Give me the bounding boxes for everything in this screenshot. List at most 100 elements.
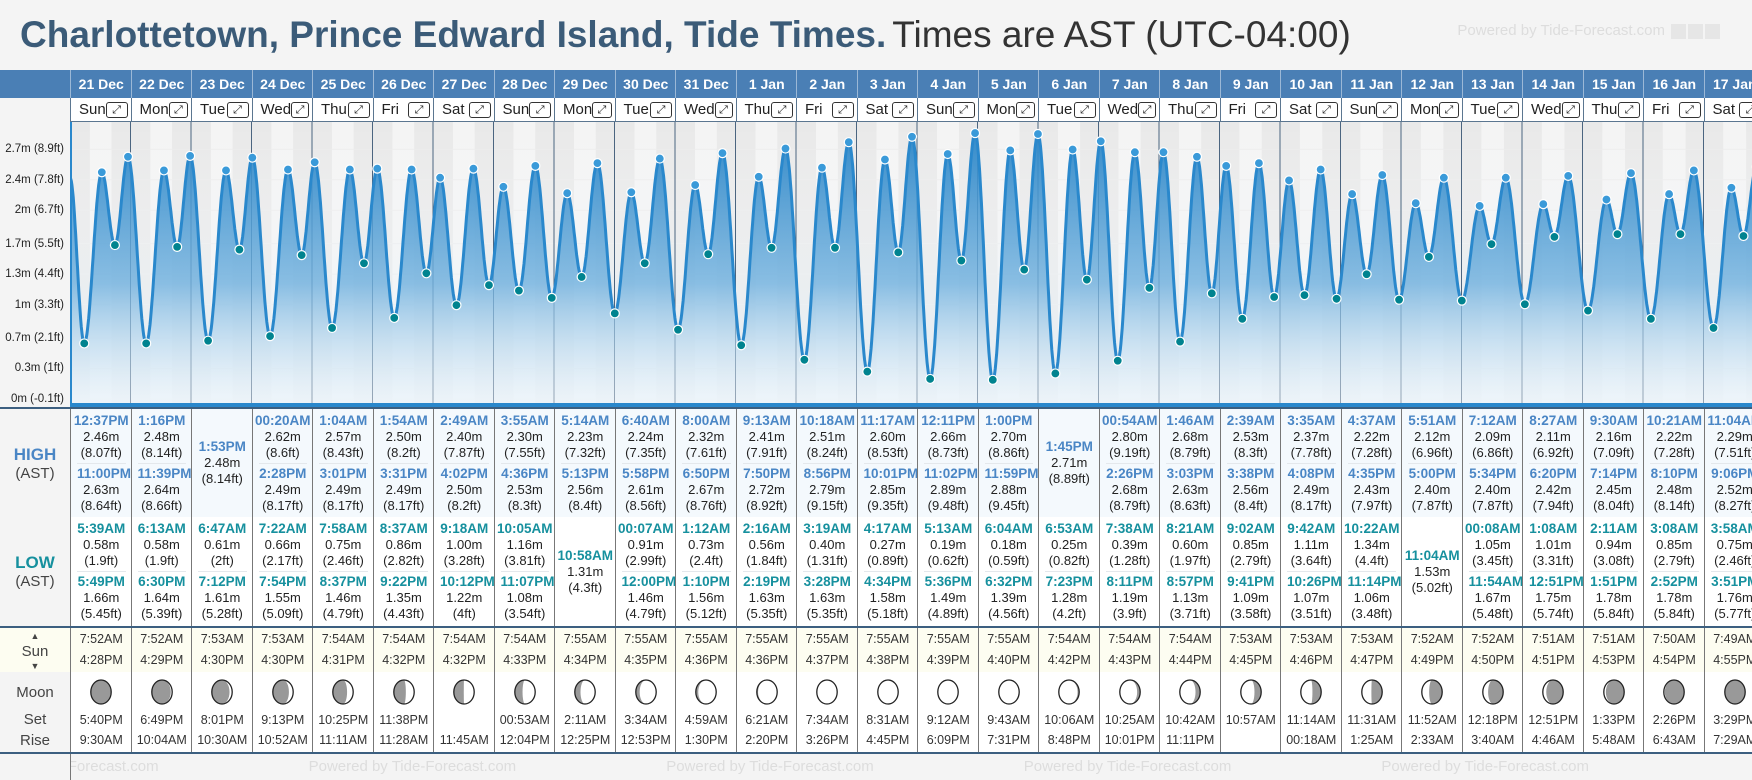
high-tide-point[interactable] bbox=[1563, 170, 1574, 181]
high-tide-point[interactable] bbox=[1315, 164, 1326, 175]
expand-day-button[interactable]: ⤢ bbox=[1138, 101, 1156, 118]
low-tide-point[interactable] bbox=[1361, 269, 1372, 280]
high-tide-point[interactable] bbox=[1067, 144, 1078, 155]
low-tide-point[interactable] bbox=[264, 331, 276, 342]
expand-day-button[interactable]: ⤢ bbox=[529, 101, 551, 118]
low-tide-point[interactable] bbox=[451, 300, 462, 311]
expand-day-button[interactable]: ⤢ bbox=[347, 101, 370, 118]
high-tide-point[interactable] bbox=[158, 165, 170, 176]
high-tide-point[interactable] bbox=[879, 154, 891, 165]
expand-day-button[interactable]: ⤢ bbox=[831, 101, 854, 118]
high-tide-point[interactable] bbox=[247, 152, 258, 163]
high-tide-point[interactable] bbox=[1129, 147, 1140, 158]
expand-day-button[interactable]: ⤢ bbox=[1561, 101, 1580, 118]
high-tide-point[interactable] bbox=[1032, 128, 1044, 140]
high-tide-point[interactable] bbox=[1601, 194, 1612, 205]
high-tide-point[interactable] bbox=[1095, 136, 1106, 147]
expand-day-button[interactable]: ⤢ bbox=[650, 101, 672, 118]
low-tide-point[interactable] bbox=[799, 354, 810, 365]
low-tide-point[interactable] bbox=[172, 241, 183, 252]
expand-day-button[interactable]: ⤢ bbox=[1739, 101, 1752, 118]
low-tide-point[interactable] bbox=[1393, 294, 1405, 305]
low-tide-point[interactable] bbox=[1331, 293, 1342, 304]
expand-day-button[interactable]: ⤢ bbox=[771, 101, 793, 118]
low-tide-point[interactable] bbox=[1050, 368, 1061, 379]
high-tide-point[interactable] bbox=[1347, 188, 1358, 200]
low-tide-point[interactable] bbox=[1237, 313, 1248, 324]
low-tide-point[interactable] bbox=[296, 249, 307, 261]
expand-day-button[interactable]: ⤢ bbox=[408, 101, 430, 118]
low-tide-point[interactable] bbox=[79, 338, 90, 349]
high-tide-point[interactable] bbox=[906, 131, 918, 142]
high-tide-point[interactable] bbox=[372, 163, 383, 174]
expand-day-button[interactable]: ⤢ bbox=[1255, 101, 1277, 118]
low-tide-point[interactable] bbox=[1645, 313, 1656, 324]
expand-day-button[interactable]: ⤢ bbox=[468, 101, 491, 118]
expand-day-button[interactable]: ⤢ bbox=[892, 101, 914, 118]
high-tide-point[interactable] bbox=[498, 181, 509, 192]
expand-day-button[interactable]: ⤢ bbox=[1015, 101, 1035, 118]
low-tide-point[interactable] bbox=[1423, 251, 1434, 263]
expand-day-button[interactable]: ⤢ bbox=[1497, 101, 1519, 118]
low-tide-point[interactable] bbox=[1738, 230, 1749, 242]
high-tide-point[interactable] bbox=[309, 157, 320, 168]
high-tide-point[interactable] bbox=[1726, 182, 1737, 193]
high-tide-point[interactable] bbox=[1688, 165, 1699, 176]
high-tide-point[interactable] bbox=[1253, 158, 1265, 169]
low-tide-point[interactable] bbox=[1549, 231, 1560, 242]
low-tide-point[interactable] bbox=[202, 335, 214, 346]
low-tide-point[interactable] bbox=[576, 271, 587, 283]
low-tide-point[interactable] bbox=[987, 374, 998, 385]
low-tide-point[interactable] bbox=[1299, 290, 1310, 301]
high-tide-point[interactable] bbox=[1663, 188, 1675, 200]
low-tide-point[interactable] bbox=[1269, 291, 1280, 303]
low-tide-point[interactable] bbox=[1519, 299, 1530, 310]
high-tide-point[interactable] bbox=[96, 167, 107, 178]
high-tide-point[interactable] bbox=[1538, 199, 1549, 210]
low-tide-point[interactable] bbox=[1206, 288, 1217, 299]
low-tide-point[interactable] bbox=[1174, 336, 1186, 347]
low-tide-point[interactable] bbox=[766, 242, 777, 253]
low-tide-point[interactable] bbox=[1019, 264, 1030, 275]
low-tide-point[interactable] bbox=[109, 239, 121, 251]
high-tide-point[interactable] bbox=[942, 148, 953, 160]
high-tide-point[interactable] bbox=[592, 158, 603, 169]
low-tide-point[interactable] bbox=[1675, 229, 1686, 240]
high-tide-point[interactable] bbox=[780, 143, 791, 154]
high-tide-point[interactable] bbox=[220, 165, 232, 176]
low-tide-point[interactable] bbox=[513, 285, 525, 296]
low-tide-point[interactable] bbox=[925, 373, 936, 385]
high-tide-point[interactable] bbox=[843, 137, 854, 148]
low-tide-point[interactable] bbox=[956, 255, 967, 266]
low-tide-point[interactable] bbox=[234, 244, 245, 255]
expand-day-button[interactable]: ⤢ bbox=[1194, 101, 1217, 118]
expand-day-button[interactable]: ⤢ bbox=[714, 101, 733, 118]
high-tide-point[interactable] bbox=[717, 148, 728, 159]
high-tide-point[interactable] bbox=[1221, 160, 1232, 171]
high-tide-point[interactable] bbox=[435, 172, 446, 183]
high-tide-point[interactable] bbox=[1005, 145, 1016, 156]
high-tide-point[interactable] bbox=[690, 179, 701, 191]
expand-day-button[interactable]: ⤢ bbox=[1376, 101, 1398, 118]
high-tide-point[interactable] bbox=[1158, 147, 1169, 158]
high-tide-point[interactable] bbox=[1410, 198, 1421, 209]
low-tide-point[interactable] bbox=[672, 324, 684, 335]
low-tide-point[interactable] bbox=[421, 268, 432, 279]
expand-day-button[interactable]: ⤢ bbox=[1315, 101, 1338, 118]
high-tide-point[interactable] bbox=[344, 164, 355, 175]
high-tide-point[interactable] bbox=[530, 160, 541, 171]
high-tide-point[interactable] bbox=[1474, 200, 1485, 212]
low-tide-point[interactable] bbox=[703, 249, 714, 260]
low-tide-point[interactable] bbox=[1456, 295, 1467, 306]
expand-day-button[interactable]: ⤢ bbox=[1618, 101, 1640, 118]
low-tide-point[interactable] bbox=[862, 366, 873, 377]
expand-day-button[interactable]: ⤢ bbox=[105, 101, 128, 118]
low-tide-point[interactable] bbox=[326, 322, 338, 334]
high-tide-point[interactable] bbox=[626, 187, 637, 198]
expand-day-button[interactable]: ⤢ bbox=[952, 101, 975, 118]
low-tide-point[interactable] bbox=[389, 312, 400, 324]
high-tide-point[interactable] bbox=[468, 163, 479, 174]
high-tide-point[interactable] bbox=[654, 153, 665, 164]
low-tide-point[interactable] bbox=[546, 292, 557, 303]
expand-day-button[interactable]: ⤢ bbox=[1073, 101, 1096, 118]
